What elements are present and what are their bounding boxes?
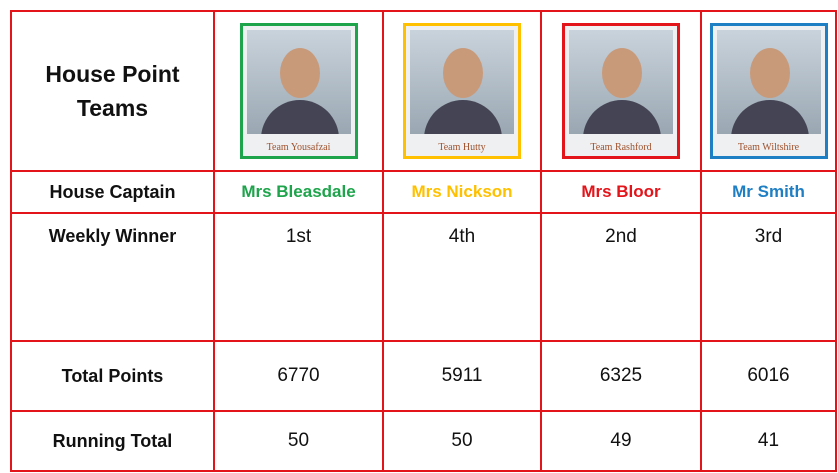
portrait-body: [583, 100, 661, 134]
cell: 4th: [383, 213, 541, 341]
portrait-body: [731, 100, 809, 134]
team-photo: Team Rashford: [562, 23, 680, 159]
photo-cell: Team Yousafzai: [214, 11, 383, 171]
row-label: House Captain: [11, 171, 214, 213]
photo-row: House Point Teams Team Yousafzai Team Hut…: [11, 11, 836, 171]
portrait: [569, 30, 673, 134]
portrait-head: [750, 48, 790, 98]
cell: 2nd: [541, 213, 701, 341]
cell: 5911: [383, 341, 541, 411]
portrait-head: [602, 48, 642, 98]
cell: 6325: [541, 341, 701, 411]
cell: 49: [541, 411, 701, 471]
portrait-body: [261, 100, 339, 134]
house-table: House Point Teams Team Yousafzai Team Hut…: [10, 10, 837, 472]
row-label: Total Points: [11, 341, 214, 411]
photo-cell: Team Hutty: [383, 11, 541, 171]
portrait: [247, 30, 351, 134]
cell: 6016: [701, 341, 836, 411]
cell: 50: [214, 411, 383, 471]
photo-caption: Team Wiltshire: [713, 142, 825, 153]
cell: Mr Smith: [701, 171, 836, 213]
cell: 41: [701, 411, 836, 471]
cell: Mrs Nickson: [383, 171, 541, 213]
row-label: Weekly Winner: [11, 213, 214, 341]
table-title: House Point Teams: [11, 11, 214, 171]
row-label: Running Total: [11, 411, 214, 471]
cell: 3rd: [701, 213, 836, 341]
portrait-head: [280, 48, 320, 98]
page: House Point Teams Team Yousafzai Team Hut…: [0, 0, 838, 473]
photo-caption: Team Rashford: [565, 142, 677, 153]
photo-caption: Team Hutty: [406, 142, 518, 153]
portrait-body: [424, 100, 502, 134]
cell: Mrs Bleasdale: [214, 171, 383, 213]
portrait: [410, 30, 514, 134]
portrait-head: [443, 48, 483, 98]
team-photo: Team Wiltshire: [710, 23, 828, 159]
cell: 1st: [214, 213, 383, 341]
cell: 6770: [214, 341, 383, 411]
portrait: [717, 30, 821, 134]
cell: 50: [383, 411, 541, 471]
photo-cell: Team Wiltshire: [701, 11, 836, 171]
photo-cell: Team Rashford: [541, 11, 701, 171]
photo-caption: Team Yousafzai: [243, 142, 355, 153]
cell: Mrs Bloor: [541, 171, 701, 213]
team-photo: Team Yousafzai: [240, 23, 358, 159]
team-photo: Team Hutty: [403, 23, 521, 159]
